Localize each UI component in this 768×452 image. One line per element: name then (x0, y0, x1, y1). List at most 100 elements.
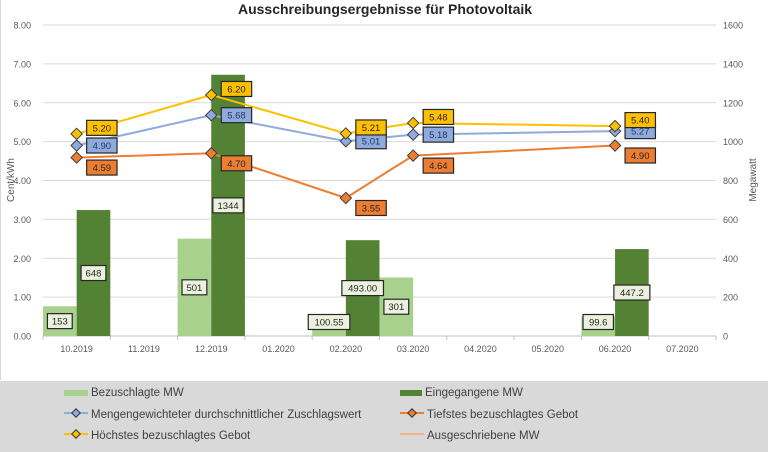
data-label-box (355, 199, 387, 217)
bar-data-label: 1344 (218, 201, 239, 212)
data-label: 5.48 (429, 112, 448, 123)
data-marker-diamond-icon (70, 139, 84, 152)
data-marker-diamond-icon (339, 134, 353, 148)
y-tick-label: 0.00 (13, 332, 31, 342)
data-marker-diamond-icon (406, 116, 420, 130)
y2-axis-title: Megawatt (748, 158, 759, 202)
x-tick-label: 01.2020 (262, 344, 295, 354)
x-tick-label: 06.2020 (599, 344, 632, 354)
x-tick-label: 07.2020 (666, 344, 699, 354)
bar-data-label-box (341, 279, 385, 297)
data-label-box (422, 126, 455, 143)
data-label-box (220, 107, 253, 124)
legend-label: Mengengewichteter durchschnittlicher Zus… (91, 408, 362, 421)
data-label-box (86, 159, 118, 176)
bar-data-label-box (80, 264, 107, 282)
data-label: 5.21 (362, 123, 381, 134)
bar-data-label: 99.6 (589, 318, 608, 329)
x-tick-label: 05.2020 (531, 344, 564, 354)
legend-item-hoechstes: Höchstes bezuschlagtes Gebot (64, 429, 250, 442)
data-label: 6.20 (227, 84, 246, 95)
bar-data-label: 493.00 (348, 284, 377, 295)
data-marker-diamond-icon (204, 146, 218, 160)
data-label: 4.90 (631, 151, 650, 162)
data-marker-diamond-icon (70, 151, 84, 164)
legend-item-ausgeschriebene: Ausgeschriebene MW (400, 429, 540, 442)
data-label-box (355, 119, 387, 136)
legend-item-eingegangene-mw: Eingegangene MW (400, 387, 523, 399)
bar-data-label-box (582, 313, 615, 331)
bar-data-label-box (212, 197, 244, 214)
data-marker-diamond-icon (70, 127, 84, 141)
y2-tick-label: 1000 (723, 137, 743, 147)
y2-tick-label: 1400 (723, 59, 743, 69)
y-tick-label: 1.00 (13, 293, 31, 303)
chart-title: Ausschreibungsergebnisse für Photovoltai… (237, 1, 533, 17)
data-label: 4.59 (93, 163, 112, 174)
bar-data-label-box (613, 284, 651, 301)
y-tick-label: 8.00 (13, 21, 31, 31)
data-label-box (624, 111, 657, 129)
data-label-box (86, 119, 118, 136)
y2-tick-label: 0 (723, 332, 728, 342)
plot-svg: 0.00 1.00 2.00 3.00 4.00 5.00 6.00 7.00 8.00 0 200… (6, 21, 759, 355)
y-tick-label: 2.00 (13, 254, 31, 264)
y2-tick-label: 400 (723, 254, 738, 264)
series-line (76, 144, 616, 200)
data-label: 5.68 (227, 111, 246, 122)
bar-data-label: 301 (388, 302, 404, 313)
data-label-box (220, 155, 253, 172)
data-label: 5.01 (362, 137, 381, 148)
data-label: 5.40 (631, 116, 650, 127)
legend-label: Eingegangene MW (425, 387, 523, 399)
data-marker-diamond-icon (339, 127, 353, 140)
data-marker-diamond-icon (339, 191, 353, 205)
y2-tick-label: 1200 (723, 98, 743, 108)
y-axis-title: Cent/kWh (6, 158, 17, 202)
data-label-box (86, 137, 118, 154)
bar-data-label: 501 (186, 283, 202, 294)
bar-data-label: 447.2 (620, 288, 644, 299)
bar-data-label-box (307, 313, 351, 331)
bar-data-label: 648 (86, 269, 102, 280)
legend-item-mengengewichteter: Mengengewichteter durchschnittlicher Zus… (64, 408, 361, 421)
dark-green-swatch-icon (400, 390, 422, 396)
data-marker-diamond-icon (608, 139, 622, 152)
y2-tick-label: 800 (723, 176, 738, 186)
x-tick-label: 11.2019 (128, 344, 160, 354)
x-tick-label: 12.2019 (195, 344, 228, 354)
light-green-swatch-icon (64, 390, 88, 396)
x-tick-label: 10.2019 (60, 344, 93, 354)
x-tick-label: 03.2020 (397, 344, 430, 354)
data-label: 4.64 (429, 161, 448, 172)
legend-label: Höchstes bezuschlagtes Gebot (91, 429, 251, 442)
data-marker-diamond-icon (406, 128, 420, 141)
chart-area: Ausschreibungsergebnisse für Photovoltai… (0, 0, 759, 380)
data-marker-diamond-icon (204, 88, 218, 102)
blue-line-diamond-icon (64, 408, 88, 421)
data-label: 3.55 (362, 203, 381, 214)
data-marker-diamond-icon (204, 108, 218, 122)
data-label: 5.18 (429, 130, 448, 141)
y-tick-label: 4.00 (13, 176, 31, 186)
legend-item-tiefstes: Tiefstes bezuschlagtes Gebot (400, 408, 578, 421)
data-label-box (422, 108, 455, 126)
bar-data-label-box (181, 279, 208, 296)
bar-data-label-box (383, 298, 410, 315)
peach-line-icon (400, 429, 424, 442)
legend-label: Tiefstes bezuschlagtes Gebot (427, 408, 579, 421)
data-label: 5.20 (93, 123, 112, 134)
data-label-box (624, 147, 657, 164)
y2-tick-label: 1600 (723, 21, 743, 31)
y-tick-label: 6.00 (13, 98, 31, 108)
bar-data-label: 100.55 (314, 318, 343, 329)
data-label: 4.90 (93, 141, 112, 152)
data-label: 5.27 (631, 127, 650, 138)
bar-data-label: 153 (52, 317, 68, 328)
data-marker-diamond-icon (608, 119, 622, 133)
orange-line-diamond-icon (400, 408, 424, 421)
x-tick-label: 02.2020 (330, 344, 363, 354)
y2-tick-label: 600 (723, 215, 738, 225)
data-marker-diamond-icon (406, 149, 420, 162)
legend-item-bezuschlagte-mw: Bezuschlagte MW (64, 387, 184, 399)
